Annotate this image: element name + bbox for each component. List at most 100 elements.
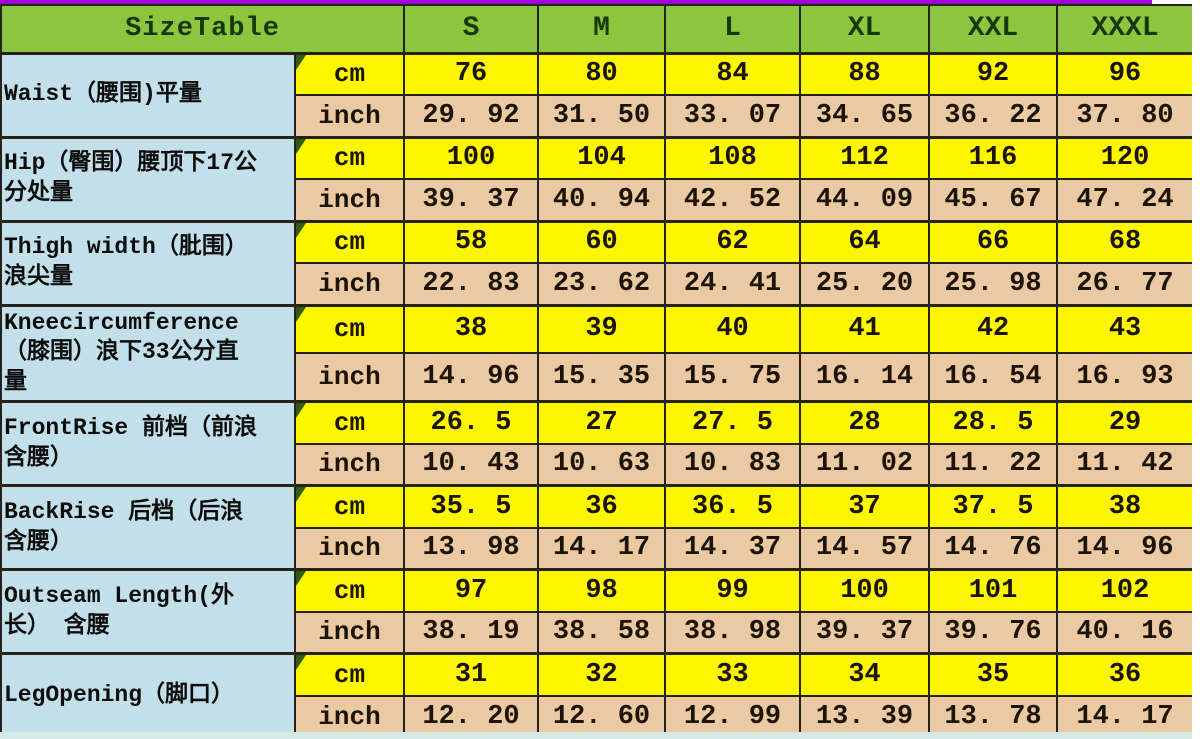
unit-cell-cm: cm	[293, 652, 406, 697]
measurement-row-inch: inch 22. 83 23. 62 24. 41 25. 20 25. 98 26. 77	[1, 262, 1195, 306]
value-cell: 102	[1056, 568, 1195, 613]
value-cell: 64	[799, 219, 931, 264]
value-cell: 33	[664, 652, 802, 697]
value-cell: 100	[403, 135, 540, 180]
value-cell: 40	[664, 303, 802, 355]
unit-cell-cm: cm	[293, 135, 406, 180]
value-cell: 29. 92	[403, 94, 540, 138]
header-row: SizeTable S M L XL XXL XXXL	[0, 4, 1195, 55]
value-cell: 31. 50	[537, 94, 667, 138]
value-cell: 58	[403, 219, 540, 264]
value-cell: 23. 62	[537, 262, 667, 306]
bottom-edge	[0, 732, 1192, 739]
value-cell: 27	[537, 400, 667, 445]
value-cell: 60	[537, 219, 667, 264]
value-cell: 42. 52	[664, 178, 802, 222]
value-cell: 36	[537, 484, 667, 529]
value-cell: 36	[1056, 652, 1195, 697]
value-cell: 14. 76	[928, 526, 1059, 571]
value-cell: 99	[664, 568, 802, 613]
value-cell: 14. 57	[799, 526, 931, 571]
measurement-row-cm: BackRise 后档（后浪含腰） cm 35. 5 36 36. 5 37 37. 5 38	[0, 484, 1195, 571]
unit-cell-inch: inch	[293, 178, 406, 222]
value-cell: 12. 60	[537, 694, 667, 739]
value-cell: 14. 37	[664, 526, 802, 571]
measurement-row-cm: LegOpening（脚口） cm 31 32 33 34 35 36	[0, 652, 1195, 739]
value-cell: 13. 39	[799, 694, 931, 739]
value-cell: 14. 96	[403, 352, 540, 403]
value-cell: 96	[1056, 51, 1195, 96]
unit-cell-cm: cm	[293, 51, 406, 96]
row-label: Thigh width（肶围）浪尖量	[0, 219, 296, 306]
value-cell: 28	[799, 400, 931, 445]
value-cell: 104	[537, 135, 667, 180]
value-cell: 66	[928, 219, 1059, 264]
unit-cell-cm: cm	[293, 303, 406, 355]
row-label: Outseam Length(外长） 含腰	[0, 568, 296, 655]
value-cell: 12. 20	[403, 694, 540, 739]
right-margin	[1192, 0, 1200, 739]
measurement-row-inch: inch 29. 92 31. 50 33. 07 34. 65 36. 22 37. 80	[1, 94, 1195, 138]
value-cell: 92	[928, 51, 1059, 96]
value-cell: 39. 76	[928, 610, 1059, 655]
measurement-row-inch: inch 12. 20 12. 60 12. 99 13. 39 13. 78 14. 17	[1, 694, 1195, 739]
measurement-row-cm: Kneecircumference（膝围）浪下33公分直量 cm 38 39 40 41 4…	[0, 303, 1195, 403]
value-cell: 76	[403, 51, 540, 96]
size-column-header-xxxl: XXXL	[1056, 4, 1195, 55]
value-cell: 38. 58	[537, 610, 667, 655]
value-cell: 37	[799, 484, 931, 529]
measurement-row-inch: inch 14. 96 15. 35 15. 75 16. 14 16. 54 16. 93	[1, 352, 1195, 403]
measurement-row-cm: Outseam Length(外长） 含腰 cm 97 98 99 100 101 102	[0, 568, 1195, 655]
value-cell: 39	[537, 303, 667, 355]
value-cell: 38	[403, 303, 540, 355]
size-column-header-xxl: XXL	[928, 4, 1059, 55]
row-label: Hip（臀围）腰顶下17公分处量	[0, 135, 296, 222]
value-cell: 29	[1056, 400, 1195, 445]
unit-cell-inch: inch	[293, 94, 406, 138]
row-label: Waist（腰围)平量	[0, 51, 296, 138]
value-cell: 120	[1056, 135, 1195, 180]
value-cell: 31	[403, 652, 540, 697]
value-cell: 45. 67	[928, 178, 1059, 222]
value-cell: 68	[1056, 219, 1195, 264]
value-cell: 28. 5	[928, 400, 1059, 445]
value-cell: 10. 43	[403, 442, 540, 487]
value-cell: 14. 17	[1056, 694, 1195, 739]
value-cell: 36. 5	[664, 484, 802, 529]
unit-cell-inch: inch	[293, 526, 406, 571]
value-cell: 101	[928, 568, 1059, 613]
value-cell: 112	[799, 135, 931, 180]
value-cell: 34	[799, 652, 931, 697]
value-cell: 41	[799, 303, 931, 355]
value-cell: 11. 22	[928, 442, 1059, 487]
value-cell: 16. 93	[1056, 352, 1195, 403]
value-cell: 13. 78	[928, 694, 1059, 739]
value-cell: 80	[537, 51, 667, 96]
value-cell: 38	[1056, 484, 1195, 529]
value-cell: 35. 5	[403, 484, 540, 529]
value-cell: 42	[928, 303, 1059, 355]
value-cell: 37. 5	[928, 484, 1059, 529]
value-cell: 34. 65	[799, 94, 931, 138]
value-cell: 116	[928, 135, 1059, 180]
unit-cell-cm: cm	[293, 219, 406, 264]
value-cell: 38. 98	[664, 610, 802, 655]
value-cell: 97	[403, 568, 540, 613]
value-cell: 84	[664, 51, 802, 96]
value-cell: 14. 17	[537, 526, 667, 571]
unit-cell-cm: cm	[293, 568, 406, 613]
unit-cell-inch: inch	[293, 694, 406, 739]
value-cell: 98	[537, 568, 667, 613]
measurement-row-inch: inch 38. 19 38. 58 38. 98 39. 37 39. 76 40. 16	[1, 610, 1195, 655]
value-cell: 15. 35	[537, 352, 667, 403]
value-cell: 37. 80	[1056, 94, 1195, 138]
value-cell: 38. 19	[403, 610, 540, 655]
row-label: Kneecircumference（膝围）浪下33公分直量	[0, 303, 296, 403]
row-label: FrontRise 前档（前浪含腰）	[0, 400, 296, 487]
unit-cell-inch: inch	[293, 352, 406, 403]
measurement-row-inch: inch 10. 43 10. 63 10. 83 11. 02 11. 22 11. 42	[1, 442, 1195, 487]
row-label: BackRise 后档（后浪含腰）	[0, 484, 296, 571]
unit-cell-inch: inch	[293, 610, 406, 655]
value-cell: 108	[664, 135, 802, 180]
